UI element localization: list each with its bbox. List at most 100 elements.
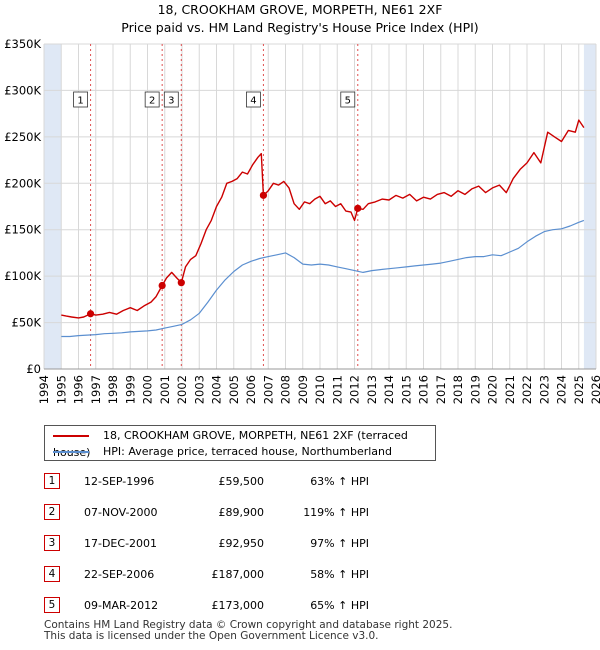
x-tick-label: 2025 bbox=[572, 375, 586, 404]
legend: 18, CROOKHAM GROVE, MORPETH, NE61 2XF (t… bbox=[44, 425, 436, 461]
x-tick-label: 2020 bbox=[486, 375, 500, 404]
sale-point bbox=[259, 191, 268, 199]
y-tick-label: £250K bbox=[4, 130, 41, 144]
sale-hpi-change: 58% ↑ HPI bbox=[310, 568, 369, 581]
sale-date: 12-SEP-1996 bbox=[84, 475, 155, 488]
sale-price: £59,500 bbox=[218, 475, 265, 488]
table-row: 1 12-SEP-1996 £59,500 63% ↑ HPI bbox=[44, 471, 464, 493]
x-tick-label: 2008 bbox=[279, 375, 293, 404]
x-tick-label: 2011 bbox=[330, 375, 344, 404]
x-tick-label: 1995 bbox=[54, 375, 68, 404]
sale-number-badge: 4 bbox=[44, 566, 60, 582]
y-tick-label: £350K bbox=[4, 37, 41, 51]
x-tick-label: 1998 bbox=[106, 375, 120, 404]
x-tick-label: 2021 bbox=[503, 375, 517, 404]
sale-date: 17-DEC-2001 bbox=[84, 537, 158, 550]
y-tick-label: £200K bbox=[4, 176, 41, 190]
chart-subtitle: Price paid vs. HM Land Registry's House … bbox=[121, 20, 479, 35]
sale-number-labels: 1 2 3 4 5 bbox=[73, 91, 356, 108]
price-chart: 1 2 3 4 5 £0 £50K £100K £150K £200K £250K £300K £35… bbox=[4, 37, 600, 404]
x-tick-label: 2006 bbox=[244, 375, 258, 404]
footer-copyright: Contains HM Land Registry data © Crown c… bbox=[44, 619, 453, 631]
y-tick-label: £100K bbox=[4, 269, 41, 283]
x-tick-label: 2023 bbox=[537, 375, 551, 404]
table-row: 2 07-NOV-2000 £89,900 119% ↑ HPI bbox=[44, 502, 464, 524]
x-tick-label: 2003 bbox=[192, 375, 206, 404]
footer-licence: This data is licensed under the Open Gov… bbox=[44, 630, 379, 642]
sale-markers bbox=[86, 191, 362, 318]
x-tick-label: 1997 bbox=[89, 375, 103, 404]
sale-point bbox=[86, 310, 95, 318]
sale-price: £92,950 bbox=[218, 537, 265, 550]
legend-swatch-property bbox=[53, 435, 89, 437]
sale-hpi-change: 119% ↑ HPI bbox=[303, 506, 369, 519]
sale-hpi-change: 65% ↑ HPI bbox=[310, 599, 369, 612]
x-tick-label: 1999 bbox=[123, 375, 137, 404]
x-tick-label: 2013 bbox=[365, 375, 379, 404]
x-tick-label: 2014 bbox=[382, 375, 396, 404]
sale-price: £187,000 bbox=[211, 568, 265, 581]
x-tick-label: 2026 bbox=[589, 375, 600, 404]
sale-number-box bbox=[163, 91, 179, 108]
x-tick-label: 2000 bbox=[141, 375, 155, 404]
chart-title: 18, CROOKHAM GROVE, MORPETH, NE61 2XF bbox=[157, 2, 443, 17]
sale-date: 07-NOV-2000 bbox=[84, 506, 158, 519]
sale-number-text: 2 bbox=[149, 96, 155, 107]
chart-title-block: 18, CROOKHAM GROVE, MORPETH, NE61 2XF Pr… bbox=[0, 0, 600, 37]
sale-number-box bbox=[144, 91, 160, 108]
legend-item-hpi: HPI: Average price, terraced house, Nort… bbox=[53, 443, 392, 460]
shaded-range bbox=[44, 44, 62, 369]
sale-point bbox=[177, 279, 185, 287]
sale-hpi-change: 63% ↑ HPI bbox=[310, 475, 369, 488]
sale-number-box bbox=[340, 91, 356, 108]
sale-number-text: 3 bbox=[168, 96, 174, 107]
sale-hpi-change: 97% ↑ HPI bbox=[310, 537, 369, 550]
x-tick-label: 2007 bbox=[261, 375, 275, 404]
legend-item-property: 18, CROOKHAM GROVE, MORPETH, NE61 2XF (t… bbox=[53, 427, 435, 459]
legend-swatch-hpi bbox=[53, 451, 89, 453]
x-tick-label: 2015 bbox=[399, 375, 413, 404]
x-tick-label: 2016 bbox=[417, 375, 431, 404]
y-tick-label: £50K bbox=[12, 316, 42, 330]
legend-label-hpi: HPI: Average price, terraced house, Nort… bbox=[103, 445, 392, 458]
y-axis-ticks: £0 £50K £100K £150K £200K £250K £300K £350K bbox=[4, 37, 41, 376]
sale-number-box bbox=[246, 91, 261, 108]
sale-point bbox=[354, 204, 362, 212]
x-tick-label: 2019 bbox=[468, 375, 482, 404]
x-tick-label: 2009 bbox=[296, 375, 310, 404]
sale-point bbox=[158, 281, 166, 290]
property-price-line bbox=[61, 119, 585, 319]
sale-date: 09-MAR-2012 bbox=[84, 599, 159, 612]
x-tick-label: 2010 bbox=[313, 375, 327, 404]
x-tick-label: 1996 bbox=[72, 375, 86, 404]
x-tick-label: 2004 bbox=[210, 375, 224, 404]
x-tick-label: 1994 bbox=[37, 375, 51, 404]
footer: Contains HM Land Registry data © Crown c… bbox=[44, 620, 452, 642]
sale-price: £173,000 bbox=[211, 599, 265, 612]
sale-number-text: 5 bbox=[345, 96, 351, 107]
series-lines bbox=[61, 119, 585, 338]
sale-number-badge: 5 bbox=[44, 597, 60, 613]
x-tick-label: 2001 bbox=[158, 375, 172, 404]
y-tick-label: £0 bbox=[26, 362, 41, 376]
sale-number-box bbox=[73, 91, 88, 108]
sale-price: £89,900 bbox=[218, 506, 265, 519]
hpi-line bbox=[61, 219, 585, 338]
x-tick-label: 2018 bbox=[451, 375, 465, 404]
x-tick-label: 2002 bbox=[175, 375, 189, 404]
gridlines bbox=[43, 43, 597, 370]
y-tick-label: £300K bbox=[4, 83, 41, 97]
x-axis-ticks: 1994 1995 1996 1997 1998 1999 2000 2001 2002 2003… bbox=[37, 375, 600, 404]
sale-number-badge: 1 bbox=[44, 473, 60, 489]
shaded-range bbox=[583, 44, 596, 369]
sale-date: 22-SEP-2006 bbox=[84, 568, 155, 581]
table-row: 4 22-SEP-2006 £187,000 58% ↑ HPI bbox=[44, 564, 464, 586]
y-tick-label: £150K bbox=[4, 223, 41, 237]
table-row: 3 17-DEC-2001 £92,950 97% ↑ HPI bbox=[44, 533, 464, 555]
sale-number-text: 1 bbox=[77, 96, 83, 107]
x-tick-label: 2012 bbox=[348, 375, 362, 404]
x-tick-label: 2022 bbox=[520, 375, 534, 404]
x-tick-label: 2017 bbox=[434, 375, 448, 404]
sale-number-badge: 3 bbox=[44, 535, 60, 551]
sale-number-text: 4 bbox=[250, 96, 256, 107]
